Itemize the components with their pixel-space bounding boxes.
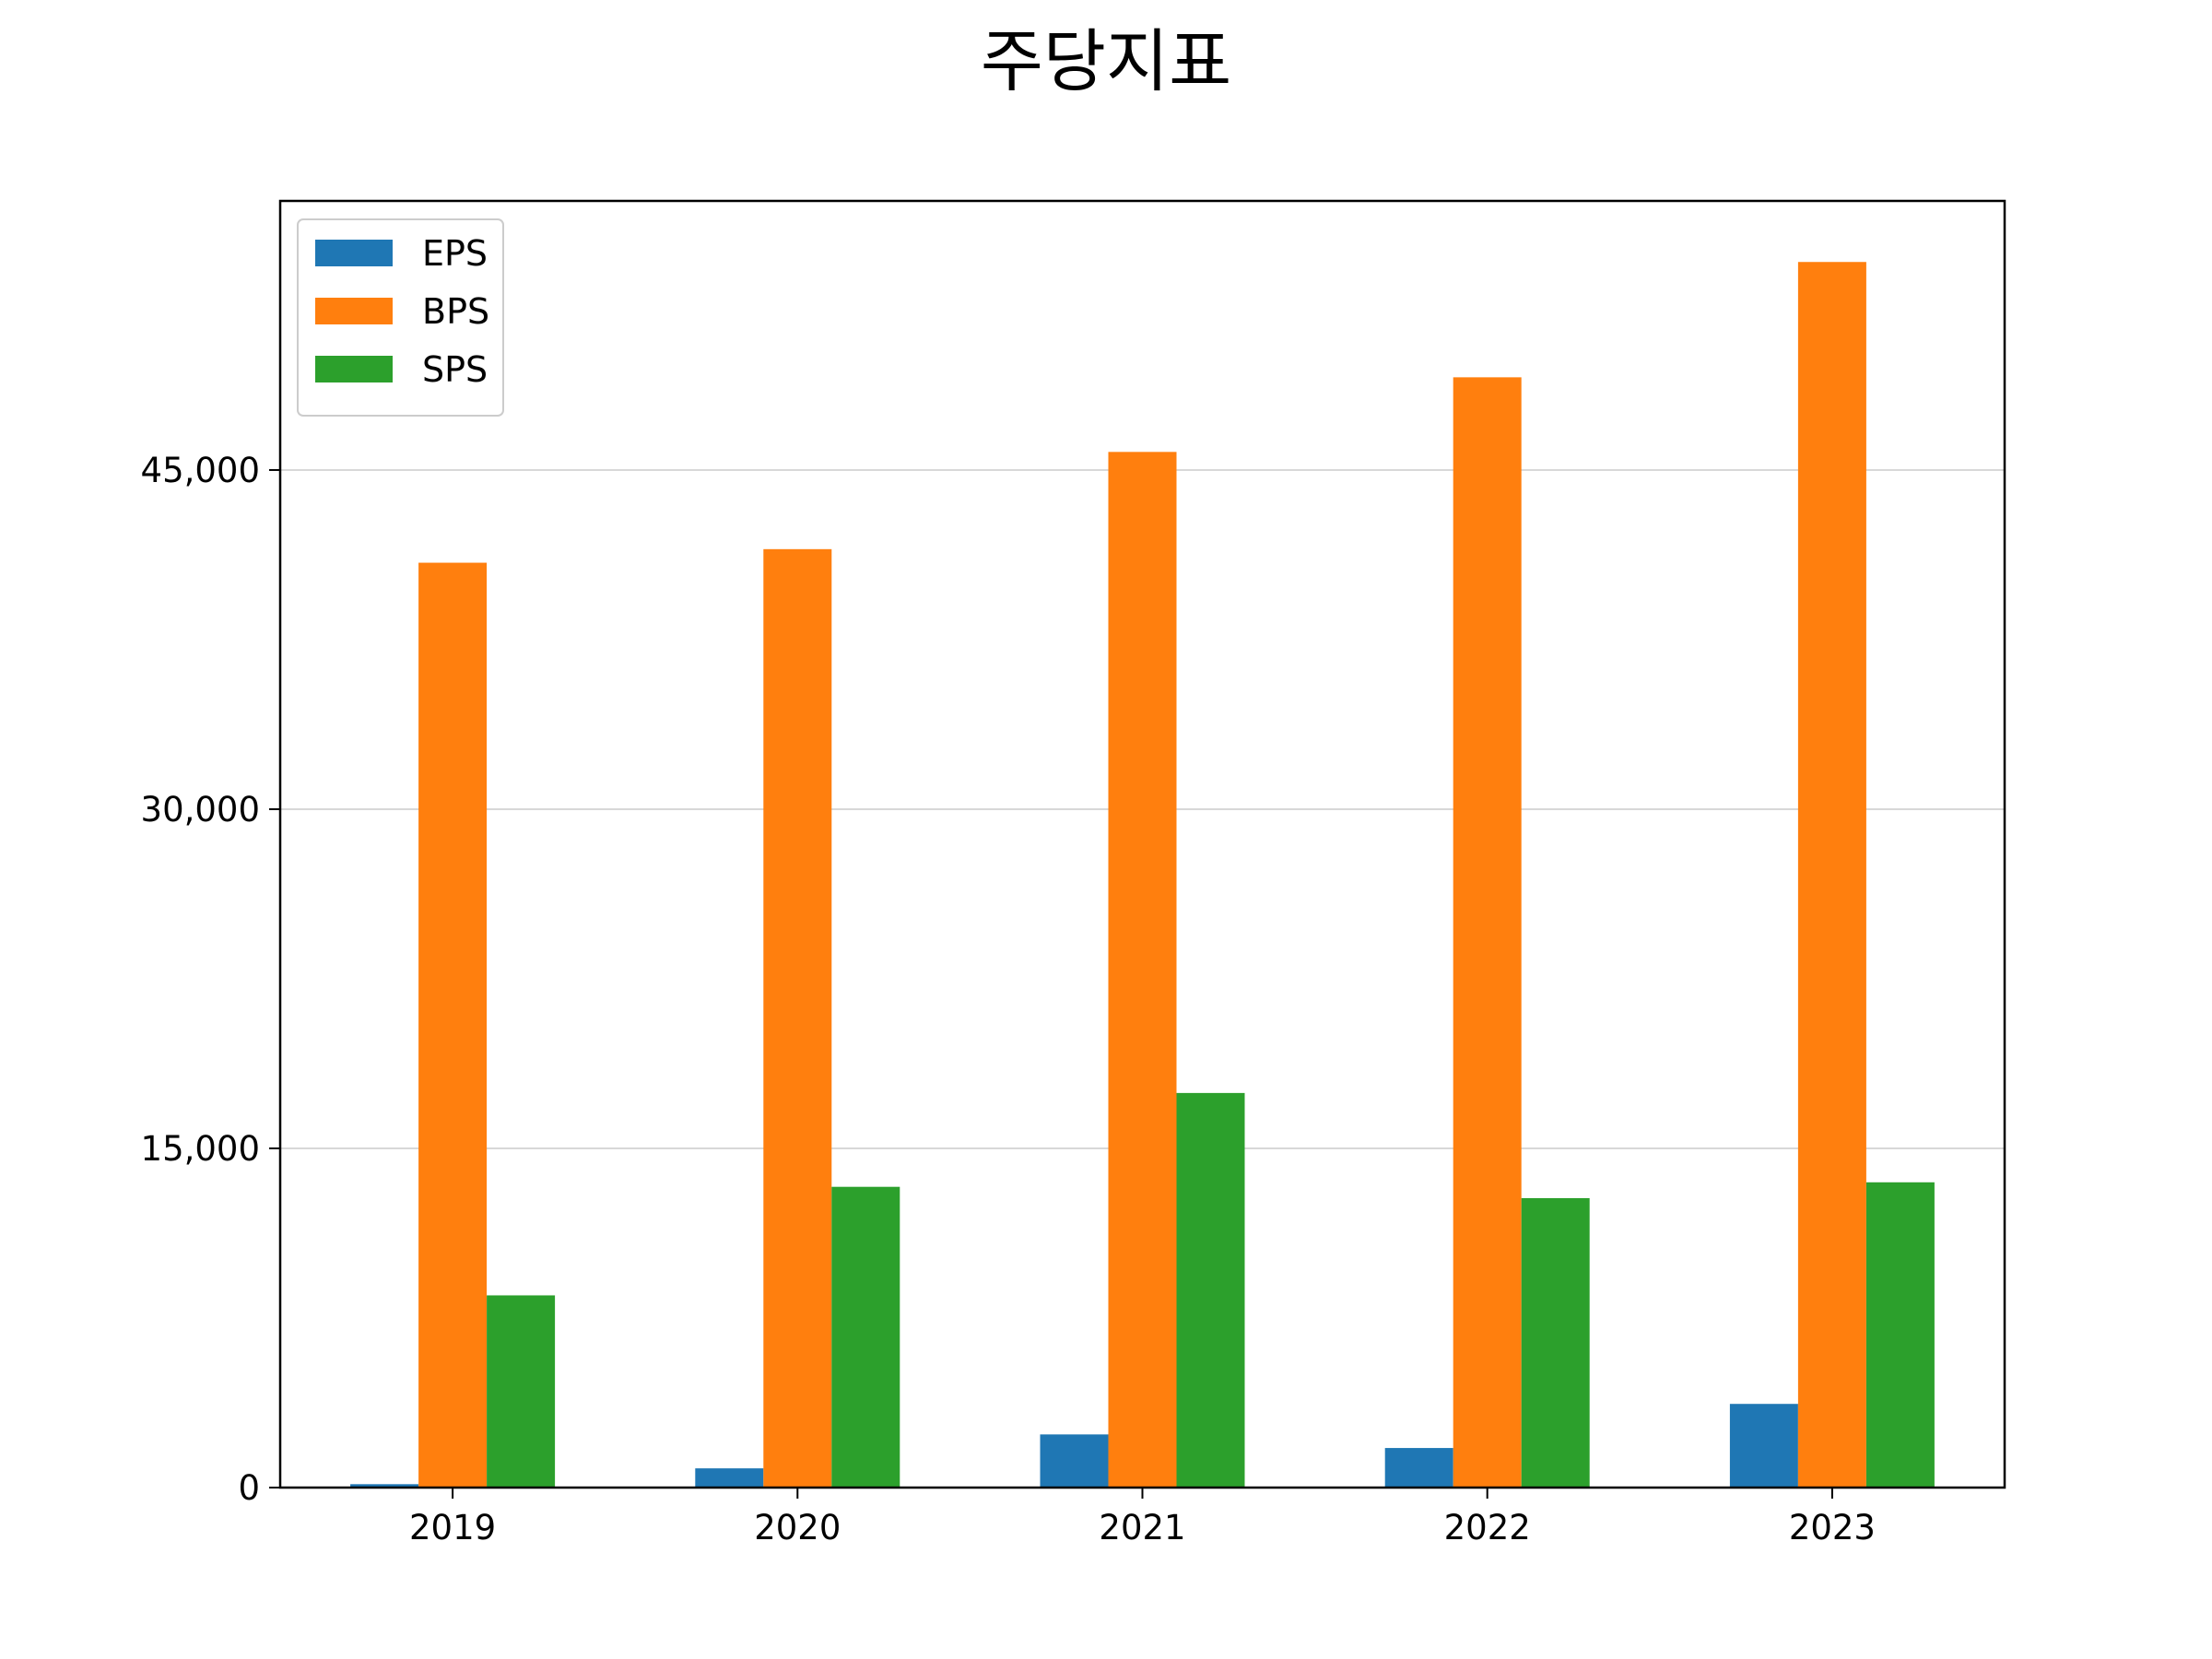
legend-label-bps: BPS: [422, 291, 489, 332]
chart-title: 주당지표: [981, 22, 1231, 101]
legend-swatch-bps: [315, 298, 393, 324]
legend-label-sps: SPS: [422, 349, 488, 390]
y-tick-label: 45,000: [141, 451, 260, 490]
bars: [350, 262, 1935, 1488]
bar-eps-2021: [1040, 1434, 1109, 1488]
legend-swatch-eps: [315, 240, 393, 266]
x-tick-label: 2021: [1099, 1508, 1185, 1547]
bar-eps-2022: [1384, 1448, 1453, 1488]
bar-sps-2019: [487, 1295, 556, 1488]
legend: EPS BPS SPS: [297, 218, 504, 417]
y-axis: 0 15,000 30,000 45,000: [141, 451, 280, 1508]
x-tick-label: 2019: [409, 1508, 496, 1547]
bar-eps-2020: [695, 1468, 764, 1488]
bar-sps-2022: [1521, 1197, 1590, 1488]
legend-swatch-sps: [315, 356, 393, 382]
legend-label-eps: EPS: [422, 233, 488, 274]
y-tick-label: 0: [238, 1468, 260, 1508]
bar-sps-2020: [831, 1186, 900, 1488]
y-tick-label: 30,000: [141, 790, 260, 830]
bar-sps-2021: [1176, 1092, 1245, 1488]
bar-bps-2021: [1108, 452, 1177, 1488]
x-tick-label: 2022: [1444, 1508, 1531, 1547]
bar-bps-2019: [418, 562, 488, 1488]
bar-bps-2023: [1797, 262, 1866, 1488]
y-tick-label: 15,000: [141, 1129, 260, 1169]
bar-bps-2022: [1453, 377, 1522, 1488]
x-tick-label: 2023: [1789, 1508, 1876, 1547]
bar-bps-2020: [763, 548, 832, 1488]
x-axis: 2019 2020 2021 2022 2023: [409, 1488, 1876, 1547]
bar-eps-2019: [350, 1484, 419, 1488]
bar-sps-2023: [1865, 1182, 1935, 1488]
x-tick-label: 2020: [754, 1508, 841, 1547]
bar-eps-2023: [1729, 1404, 1798, 1488]
